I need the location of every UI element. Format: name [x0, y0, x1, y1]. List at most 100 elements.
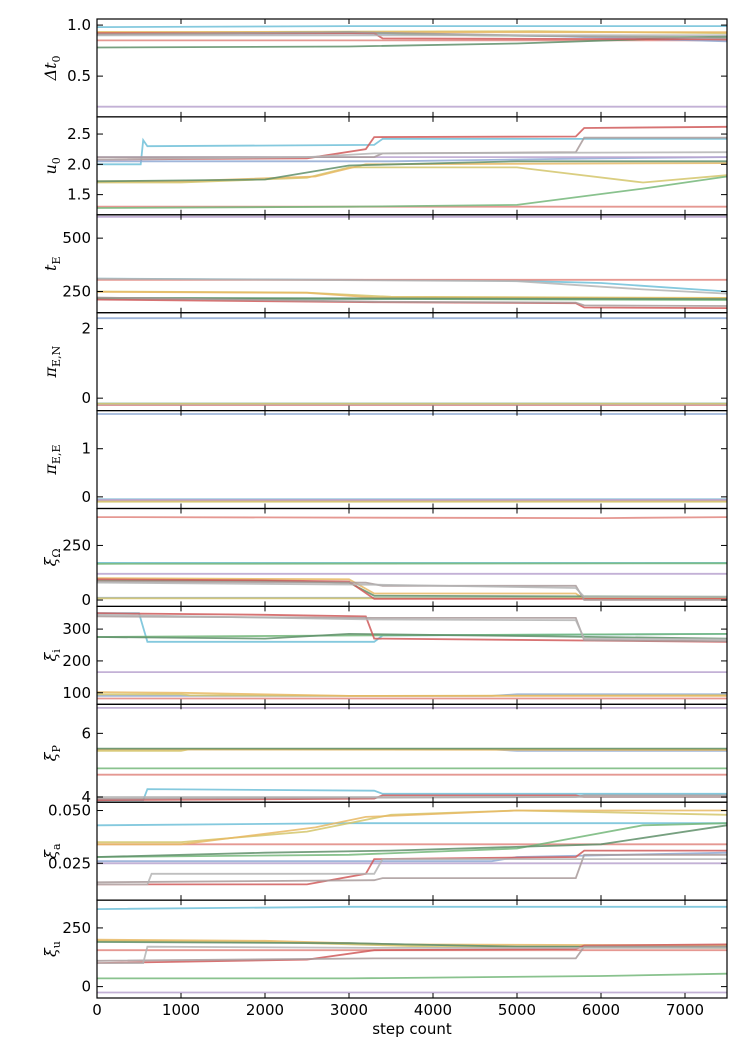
panel-3-frame [96, 312, 728, 412]
panel-6-ylabel: ξi [41, 649, 63, 662]
panel-3-traces [97, 317, 727, 407]
panel-2-trace-10 [97, 277, 727, 295]
panel-1-ylabel: u0 [41, 157, 63, 174]
panel-1-ytick-label: 2.0 [67, 155, 91, 173]
panel-6-trace-7 [97, 632, 727, 640]
panel-1-trace-5 [97, 162, 727, 183]
panel-5-traces [97, 516, 727, 601]
panel-4-traces [97, 413, 727, 503]
panel-5-ytick-label: 0 [81, 591, 91, 609]
panel-1-traces [97, 125, 727, 209]
panel-8-trace-6 [97, 822, 727, 858]
panel-5-trace-6 [97, 562, 727, 565]
panel-2-ytick-label: 500 [62, 229, 91, 247]
x-tick-label: 6000 [582, 1001, 620, 1019]
panel-1-trace-7 [97, 160, 727, 183]
panel-9-ytick-label: 250 [62, 919, 91, 937]
panel-4: 1 0 πE,E [41, 410, 728, 510]
panel-2-traces [97, 215, 727, 309]
panel-5-ytick-label: 250 [62, 536, 91, 554]
panel-7-frame [96, 703, 728, 803]
panel-5-trace-1 [97, 516, 727, 519]
panel-0-trace-0 [97, 25, 727, 28]
panel-8-trace-0 [97, 822, 727, 827]
panel-6-ytick-label: 100 [62, 684, 91, 702]
panel-1-trace-4 [97, 166, 727, 184]
panel-8-ylabel: ξa [41, 843, 63, 859]
x-tick-label: 0 [92, 1001, 102, 1019]
panel-5-frame [96, 507, 728, 608]
panel-9-trace-0 [97, 905, 727, 910]
panel-4-ytick-label: 1 [81, 440, 91, 458]
shared-x-axis: 0 1000 2000 3000 4000 5000 6000 7000 [92, 1001, 704, 1019]
panel-2-ytick-label: 250 [62, 282, 91, 300]
panel-1-trace-10 [97, 151, 727, 161]
panel-8-trace-5 [97, 809, 727, 846]
panel-1-frame [96, 116, 728, 216]
panel-7-traces [97, 707, 727, 802]
x-tick-label: 4000 [414, 1001, 452, 1019]
x-axis-title: step count [372, 1020, 452, 1038]
panel-6-trace-5 [97, 691, 727, 697]
panel-7-ytick-label: 6 [81, 724, 91, 742]
panel-8-trace-10 [97, 858, 727, 886]
panel-6-ytick-label: 200 [62, 652, 91, 670]
panel-9-traces [97, 905, 727, 994]
panel-5-trace-10 [97, 581, 727, 598]
panel-2-ylabel: tE [41, 257, 63, 271]
panel-6-trace-10 [97, 613, 727, 641]
panel-2-trace-9 [97, 296, 727, 307]
panel-9-trace-9 [97, 945, 727, 962]
panel-8-trace-9 [97, 853, 727, 884]
panel-3-ylabel: πE,N [41, 345, 63, 378]
panel-1-ytick-label: 2.5 [67, 125, 91, 143]
panel-8-traces [97, 809, 727, 886]
x-tick-label: 1000 [162, 1001, 200, 1019]
panel-0-ylabel: Δt0 [41, 55, 63, 81]
x-tick-label: 3000 [330, 1001, 368, 1019]
panel-9-trace-6 [97, 972, 727, 980]
panel-4-frame [96, 410, 728, 510]
panel-9-trace-10 [97, 945, 727, 964]
panel-6-trace-8 [97, 612, 727, 643]
panel-5-ylabel: ξΩ [41, 548, 63, 566]
panel-9-frame [96, 899, 728, 999]
panel-8-ytick-label: 0.025 [48, 854, 91, 872]
panel-9-ytick-label: 0 [81, 978, 91, 996]
x-tick-label: 2000 [246, 1001, 284, 1019]
panel-8-ytick-label: 0.050 [48, 802, 91, 820]
panel-4-ytick-label: 0 [81, 488, 91, 506]
panel-5: 250 0 ξΩ [41, 507, 728, 609]
panel-0-trace-9 [97, 31, 727, 40]
panel-1: 2.5 2.0 1.5u0 [41, 116, 728, 216]
x-tick-label: 7000 [666, 1001, 704, 1019]
panel-8-trace-7 [97, 824, 727, 858]
panel-6: 300 200 100 ξi [41, 605, 728, 705]
panel-0-ytick-label: 1.0 [67, 16, 91, 34]
panel-1-trace-8 [97, 125, 727, 161]
x-tick-label: 5000 [498, 1001, 536, 1019]
panel-6-traces [97, 612, 727, 700]
panel-3-ytick-label: 2 [81, 320, 91, 338]
panel-1-trace-0 [97, 137, 727, 166]
panel-9-ylabel: ξu [41, 941, 63, 957]
panel-3: 2 0 πE,N [41, 312, 728, 412]
panel-1-ytick-label: 1.5 [67, 186, 91, 204]
panel-6-frame [96, 605, 728, 705]
panel-2-trace-8 [97, 298, 727, 309]
panel-1-trace-6 [97, 175, 727, 209]
panel-2: 500 250 tE [41, 214, 728, 314]
panel-6-trace-6 [97, 633, 727, 638]
panel-4-ylabel: πE,E [41, 445, 63, 476]
panel-6-ytick-label: 300 [62, 620, 91, 638]
panel-9: 250 0 ξu [41, 899, 728, 999]
panel-0-traces [97, 25, 727, 108]
panel-1-trace-9 [97, 136, 727, 159]
panel-7: 6 4 ξP [41, 703, 728, 806]
panel-3-ytick-label: 0 [81, 389, 91, 407]
panel-8-trace-8 [97, 849, 727, 886]
